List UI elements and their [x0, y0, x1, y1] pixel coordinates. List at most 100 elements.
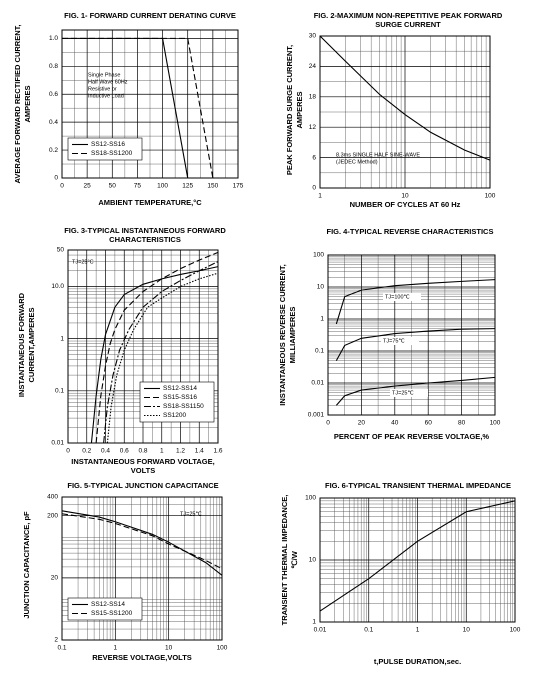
x-tick-label: 1.2 — [176, 448, 185, 455]
chart-title: FIG. 4-TYPICAL REVERSE CHARACTERISTICS — [327, 227, 494, 236]
x-axis-label: PERCENT OF PEAK REVERSE VOLTAGE,% — [334, 432, 489, 441]
y-axis-label: AVERAGE FORWARD RECTIFIED CURRENT, — [13, 25, 22, 184]
y-tick-label: 12 — [309, 124, 317, 131]
series-line — [335, 279, 496, 325]
x-tick-label: 0.6 — [120, 448, 129, 455]
x-tick-label: 0.01 — [314, 627, 327, 634]
series-line — [106, 272, 219, 444]
annotation: Inductive Load — [88, 93, 124, 99]
annotation: 8.3ms SINGLE HALF SINE-WAVE — [336, 152, 420, 158]
chart: 1 10 100 0 6 12 18 24 30 FIG. 2-MAXIMUM NON-REPET… — [285, 11, 503, 209]
x-tick-label: 0 — [60, 183, 64, 190]
chart-title: SURGE CURRENT — [375, 20, 441, 29]
y-axis-label: INSTANTANEOUS FORWARD — [17, 292, 26, 397]
series-line — [62, 37, 214, 179]
y-axis-label: PEAK FORWARD SURGE CURRENT, — [285, 45, 294, 175]
chart: 0 0.2 0.4 0.6 0.8 1 1.2 1.4 1.6 0.01 0.1 1 10.0 50 FIG… — [17, 226, 226, 475]
y-tick-label: 20 — [51, 575, 59, 582]
y-tick-label: 0.8 — [49, 63, 58, 70]
annotation: TJ=25°C — [72, 259, 94, 265]
y-tick-label: 0.1 — [315, 348, 324, 355]
x-axis-label: AMBIENT TEMPERATURE,°C — [98, 198, 202, 207]
annotation: Resistive or — [88, 86, 117, 92]
y-tick-label: 10.0 — [51, 283, 64, 290]
series-line — [103, 261, 219, 444]
y-tick-label: 100 — [313, 252, 324, 259]
x-tick-label: 0.1 — [364, 627, 373, 634]
annotation: Half Wave 60Hz — [88, 79, 128, 85]
chart: 0.01 0.1 1 10 100 1 10 100 FIG. 6-TYPICAL TRANSI… — [280, 481, 521, 666]
y-tick-label: 0.6 — [49, 91, 58, 98]
y-tick-label: 50 — [57, 247, 65, 254]
x-axis-label: t,PULSE DURATION,sec. — [374, 657, 461, 666]
series-label: TJ=75℃ — [383, 338, 405, 344]
chart: 0 25 50 75 100 125 150 175 0 0.2 0.4 0.6 0.8 1.0 FIG. … — [13, 11, 244, 207]
x-axis-label: VOLTS — [131, 466, 155, 475]
label-backdrop — [383, 293, 421, 301]
legend-label: SS12-SS14 — [163, 385, 197, 392]
series-line — [319, 35, 491, 161]
annotation: (JEDEC Method) — [336, 159, 378, 165]
x-tick-label: 10 — [401, 193, 409, 200]
y-axis-label: AMPERES — [23, 85, 32, 122]
y-tick-label: 0.01 — [311, 380, 324, 387]
x-tick-label: 150 — [207, 183, 218, 190]
label-backdrop — [381, 337, 419, 345]
series-line — [90, 266, 219, 444]
x-tick-label: 125 — [182, 183, 193, 190]
x-tick-label: 1 — [318, 193, 322, 200]
chart-title: FIG. 2-MAXIMUM NON-REPETITIVE PEAK FORWA… — [314, 11, 503, 20]
y-tick-label: 100 — [305, 495, 316, 502]
legend-label: SS12-SS16 — [91, 141, 125, 148]
chart-title: FIG. 6-TYPICAL TRANSIENT THERMAL IMPEDAN… — [325, 481, 511, 490]
y-tick-label: 1.0 — [49, 35, 58, 42]
series-label: TJ=25℃ — [392, 390, 414, 396]
x-tick-label: 1.6 — [213, 448, 222, 455]
series-label: TJ=100℃ — [385, 294, 410, 300]
x-tick-label: 0 — [66, 448, 70, 455]
legend-box — [67, 137, 143, 161]
series-line — [335, 328, 496, 361]
y-tick-label: 30 — [309, 33, 317, 40]
y-tick-label: 0.001 — [308, 412, 325, 419]
chart-title: FIG. 3-TYPICAL INSTANTANEOUS FORWARD — [64, 226, 226, 235]
y-tick-label: 10 — [317, 284, 325, 291]
legend-label: SS15-SS1200 — [91, 610, 133, 617]
plot-frame — [67, 249, 219, 444]
y-axis-label: JUNCTION CAPACITANCE, pF — [22, 511, 31, 619]
chart-title: CHARACTERISTICS — [109, 235, 181, 244]
x-tick-label: 1.4 — [195, 448, 204, 455]
chart-title: FIG. 1- FORWARD CURRENT DERATING CURVE — [64, 11, 236, 20]
y-tick-label: 200 — [47, 512, 58, 519]
y-tick-label: 2 — [54, 637, 58, 644]
y-axis-label: TRANSIENT THERMAL IMPEDANCE, — [280, 495, 289, 626]
y-axis-label: INSTANTANEOUS REVERSE CURRENT, — [278, 264, 287, 405]
y-tick-label: 1 — [60, 335, 64, 342]
y-tick-label: 18 — [309, 94, 317, 101]
series-line — [95, 251, 219, 444]
annotation: TJ=25℃ — [180, 511, 202, 517]
y-tick-label: 0.4 — [49, 119, 58, 126]
x-axis-label: REVERSE VOLTAGE,VOLTS — [92, 653, 192, 662]
y-tick-label: 1 — [312, 619, 316, 626]
legend-label: SS18-SS1200 — [91, 150, 133, 157]
series-line — [61, 510, 223, 576]
x-tick-label: 100 — [510, 627, 521, 634]
x-tick-label: 100 — [485, 193, 496, 200]
y-axis-label: CURRENT,AMPERES — [27, 307, 36, 382]
y-tick-label: 1 — [320, 316, 324, 323]
y-tick-label: 0 — [312, 185, 316, 192]
x-tick-label: 0 — [326, 420, 330, 427]
x-tick-label: 10 — [463, 627, 471, 634]
y-axis-label: AMPERES — [295, 91, 304, 128]
y-tick-label: 24 — [309, 63, 317, 70]
legend-label: SS15-SS16 — [163, 394, 197, 401]
x-tick-label: 20 — [358, 420, 366, 427]
annotation: Single Phase — [88, 72, 120, 78]
x-tick-label: 50 — [109, 183, 117, 190]
legend-label: SS18-SS1150 — [163, 403, 204, 410]
x-tick-label: 1 — [114, 645, 118, 652]
y-tick-label: 0.2 — [49, 147, 58, 154]
series-line — [61, 513, 223, 570]
plot-frame — [319, 497, 516, 623]
